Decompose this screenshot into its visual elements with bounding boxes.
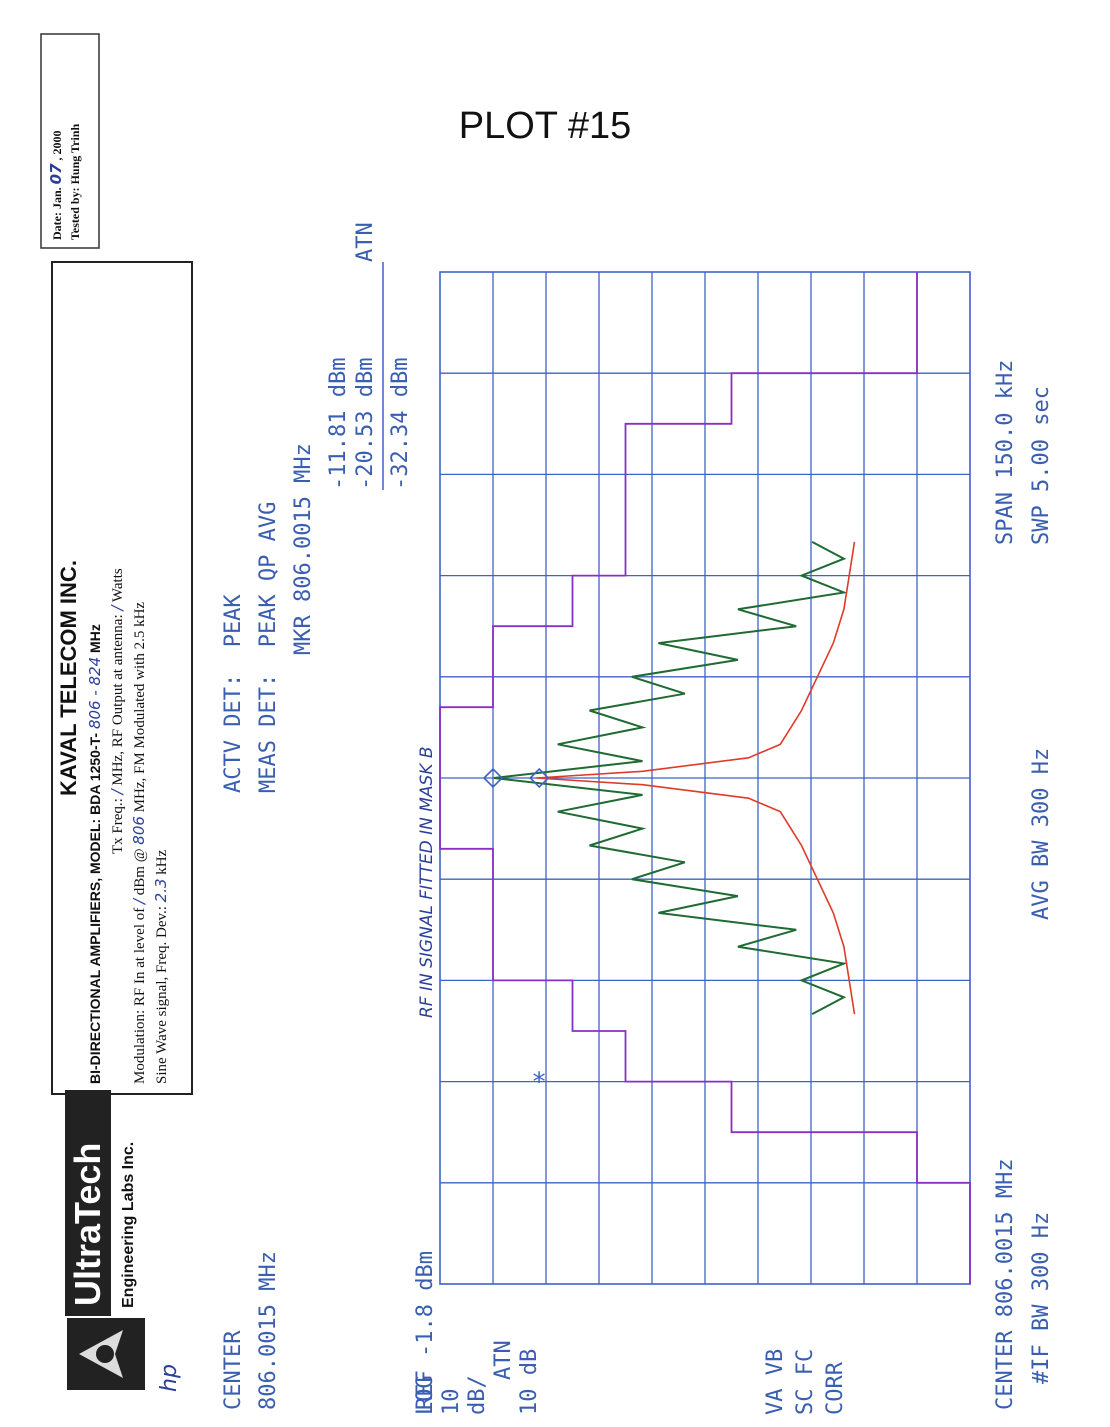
sine-prefix: Sine Wave signal, Freq. Dev.: (154, 906, 170, 1084)
markers: * (482, 767, 550, 1098)
mod-freq: 806 (130, 816, 148, 845)
footer-avg-bw: AVG BW 300 Hz (1029, 748, 1054, 920)
meas-det: MEAS DET: PEAK QP AVG (256, 502, 281, 793)
tested-by: Tested by: Hung Trinh (68, 124, 82, 240)
date-label: Date: Jan. (50, 187, 64, 240)
test-info-box (40, 33, 100, 249)
center-value: 806.0015 MHz (256, 1251, 281, 1410)
svg-text:Modulation: RF In at level of: Modulation: RF In at level of / dBm @ 80… (130, 602, 148, 1084)
sc-fc-label: SC FC (793, 1349, 818, 1415)
db-per-div-value: 10 (439, 1389, 464, 1416)
tx-value: / (108, 787, 126, 796)
svg-text:Tx Freq.: / MHz, R: Tx Freq.: / MHz, RF Output at antenna: /… (108, 568, 126, 854)
value-1: -11.81 dBm (326, 358, 351, 490)
plot-grid (440, 272, 970, 1284)
tx-mid: MHz, RF Output at antenna: (110, 614, 126, 785)
mod-suffix: MHz, FM Modulated with 2.5 kHz (132, 602, 148, 813)
value-3: -32.34 dBm (388, 358, 413, 490)
model-freq: 806 - 824 (86, 657, 104, 729)
average-trace-line (536, 541, 856, 1015)
marker-diamond-1 (482, 767, 504, 789)
va-vb-label: VA VB (763, 1349, 788, 1415)
traces (493, 541, 856, 1015)
footer-sweep: SWP 5.00 sec (1029, 386, 1054, 545)
corr-label: CORR (823, 1361, 848, 1415)
svg-text:BI-DIRECTIONAL AMPLIFIERS, MOD: BI-DIRECTIONAL AMPLIFIERS, MODEL: BDA 12… (86, 624, 104, 1084)
center-label: CENTER (221, 1330, 246, 1410)
model-unit: MHz (87, 624, 103, 653)
ultratech-name-box (65, 1090, 111, 1316)
lab-subtitle: Engineering Labs Inc. (120, 1142, 137, 1308)
mask-line (439, 272, 971, 1284)
sine-unit: kHz (154, 849, 170, 874)
peak-trace-line (493, 541, 848, 1015)
hp-logo-icon: hp (157, 1364, 182, 1392)
ref-level: REF -1.8 dBm (413, 1251, 438, 1410)
company-name: KAVAL TELECOM INC. (56, 560, 81, 796)
lab-name: UltraTech (67, 1143, 108, 1306)
tx-watts: / (108, 604, 126, 613)
date-year: , 2000 (50, 130, 64, 160)
atn-tag: ATN (353, 222, 378, 262)
atn-value: 10 dB (517, 1349, 542, 1415)
tx-prefix: Tx Freq.: (110, 798, 126, 854)
handwritten-annotation: RF IN SIGNAL FITTED IN MASK B (417, 746, 437, 1018)
marker-readout: MKR 806.0015 MHz (291, 443, 316, 655)
value-2: -20.53 dBm (353, 358, 378, 490)
svg-text:Sine Wave signal, Freq. Dev.:: Sine Wave signal, Freq. Dev.: 2.3 kHz (152, 849, 170, 1084)
plot-title: PLOT #15 (459, 105, 632, 147)
atn-label: ATN (491, 1340, 516, 1380)
actv-det: ACTV DET: PEAK (221, 594, 246, 793)
svg-text:Date: Jan. 07 , 20: Date: Jan. 07 , 2000 (47, 130, 65, 240)
mod-mid: dBm @ (132, 848, 148, 895)
db-per-div-unit: dB/ (465, 1375, 490, 1415)
mod-level: / (130, 897, 148, 906)
tx-unit: Watts (110, 568, 126, 602)
footer-span: SPAN 150.0 kHz (993, 360, 1018, 545)
sine-dev: 2.3 (152, 878, 170, 902)
limit-mask (439, 272, 971, 1284)
model-prefix: BI-DIRECTIONAL AMPLIFIERS, MODEL: BDA 12… (87, 733, 103, 1084)
mod-prefix: Modulation: RF In at level of (132, 908, 148, 1084)
marker-asterisk: * (531, 1068, 547, 1098)
header-box (51, 261, 193, 1095)
log-label: LOG (413, 1375, 438, 1415)
footer-center: CENTER 806.0015 MHz (993, 1158, 1018, 1410)
marker-diamond-2 (529, 767, 550, 789)
date-day: 07 (47, 163, 65, 184)
footer-if-bw: #IF BW 300 Hz (1029, 1212, 1054, 1384)
